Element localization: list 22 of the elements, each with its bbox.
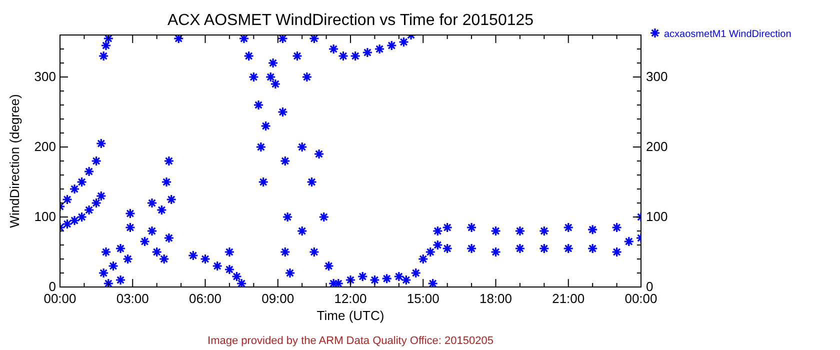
text: Image provided by the ARM Data Quality Office: 20150205 — [208, 335, 494, 347]
x-tick-label: 09:00 — [262, 291, 294, 306]
chart-title: ACX AOSMET WindDirection vs Time for 20150125 — [167, 12, 534, 29]
y2-tick-label: 100 — [646, 209, 668, 224]
x-tick-label: 15:00 — [406, 291, 440, 306]
y-axis-title: WindDirection (degree) — [7, 94, 22, 228]
x-tick-label: 03:00 — [116, 291, 149, 306]
x-tick-label: 06:00 — [188, 291, 222, 306]
x-tick-label: 00:00 — [44, 291, 76, 306]
x-axis-title: Time (UTC) — [316, 308, 384, 323]
y2-tick-label: 300 — [646, 69, 668, 84]
x-tick-label: 18:00 — [479, 291, 512, 306]
y-tick-label: 100 — [34, 209, 56, 224]
y-tick-label: 200 — [34, 139, 56, 154]
y-tick-label: 300 — [34, 69, 56, 84]
x-tick-label: 21:00 — [552, 291, 585, 306]
y2-tick-label: 0 — [646, 279, 654, 294]
x-tick-label: 12:00 — [334, 291, 367, 306]
y-tick-label: 0 — [48, 279, 56, 294]
legend-label: acxaosmetM1 WindDirection — [664, 29, 792, 40]
x-tick-label: 00:00 — [624, 291, 658, 306]
y2-tick-label: 200 — [646, 139, 668, 154]
